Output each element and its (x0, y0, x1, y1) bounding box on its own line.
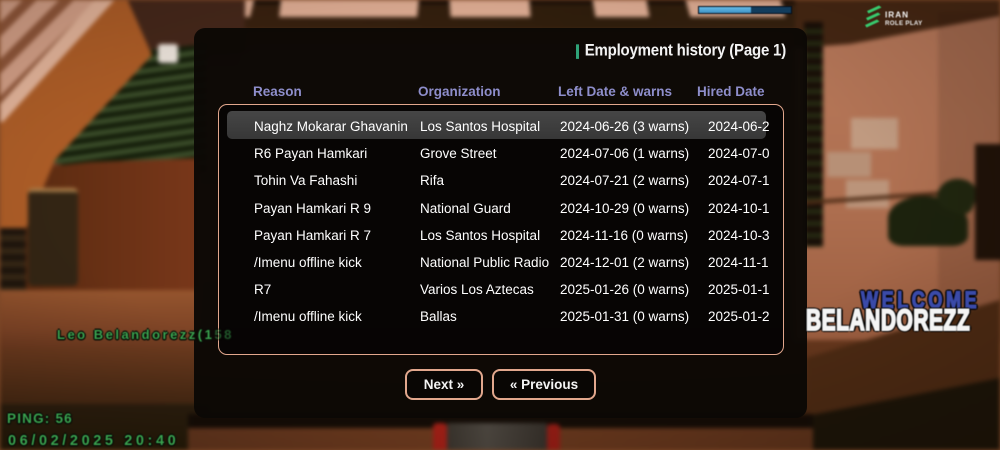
svg-text:IRAN: IRAN (885, 11, 909, 20)
svg-text:ROLE PLAY: ROLE PLAY (885, 20, 923, 27)
